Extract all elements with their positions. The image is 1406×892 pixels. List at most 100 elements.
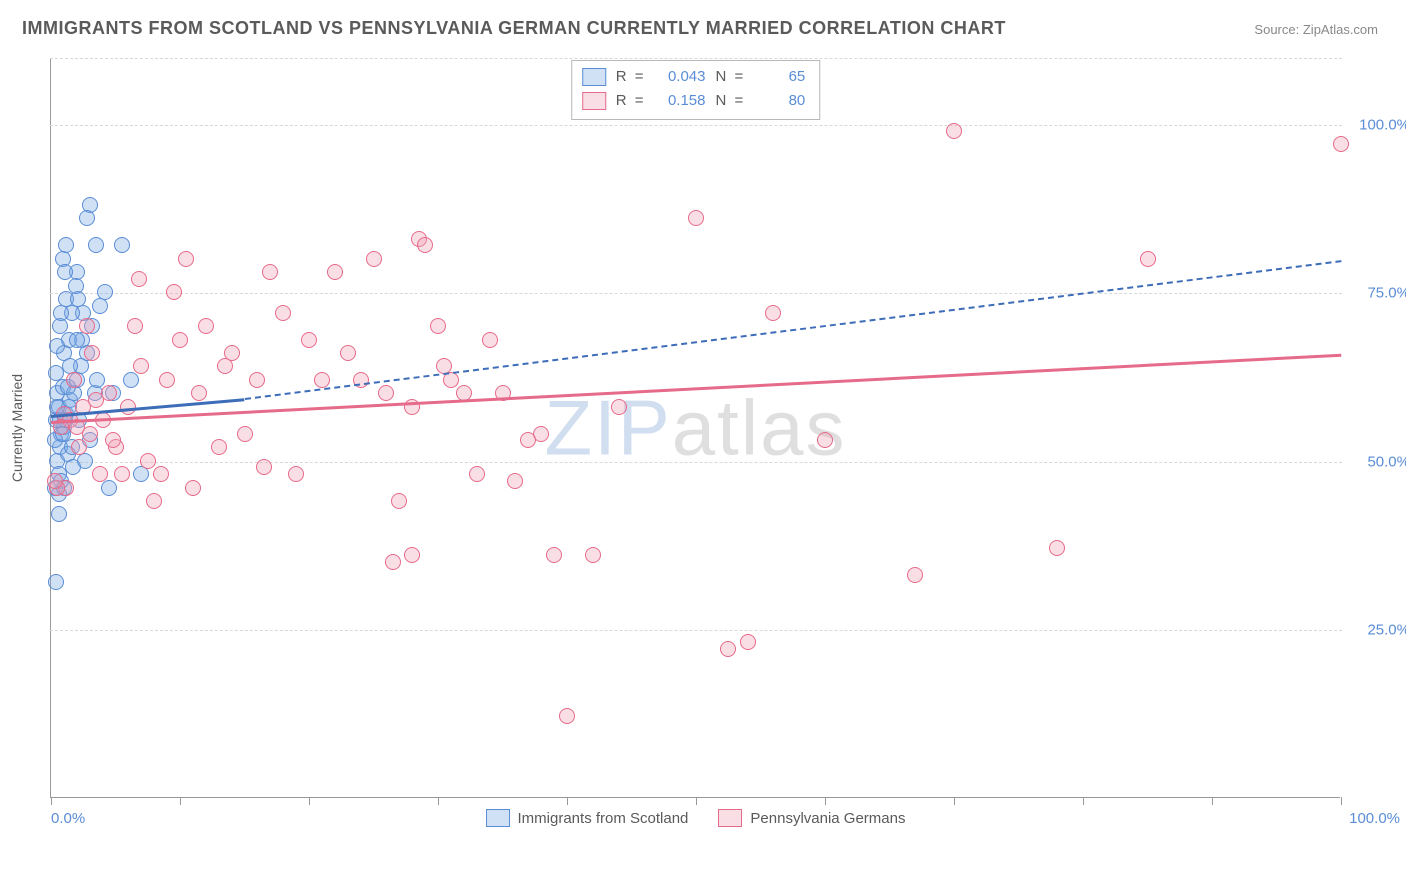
- data-point-pagerman: [262, 264, 278, 280]
- data-point-pagerman: [1140, 251, 1156, 267]
- y-tick-label: 50.0%: [1367, 453, 1406, 470]
- swatch-scotland: [582, 68, 606, 86]
- data-point-pagerman: [1049, 540, 1065, 556]
- data-point-pagerman: [366, 251, 382, 267]
- y-tick-label: 100.0%: [1359, 117, 1406, 134]
- data-point-pagerman: [378, 385, 394, 401]
- gridline: [50, 125, 1342, 126]
- x-tick: [567, 797, 568, 805]
- data-point-scotland: [53, 305, 69, 321]
- legend-n-pagerman: 80: [755, 89, 805, 113]
- data-point-scotland: [101, 480, 117, 496]
- x-tick: [696, 797, 697, 805]
- data-point-pagerman: [340, 345, 356, 361]
- data-point-pagerman: [907, 567, 923, 583]
- data-point-scotland: [123, 372, 139, 388]
- x-axis-max-label: 100.0%: [1349, 810, 1400, 827]
- data-point-pagerman: [301, 332, 317, 348]
- source-link[interactable]: ZipAtlas.com: [1303, 22, 1378, 37]
- source-label: Source:: [1254, 22, 1299, 37]
- series-legend: Immigrants from Scotland Pennsylvania Ge…: [486, 809, 906, 827]
- data-point-pagerman: [146, 493, 162, 509]
- data-point-pagerman: [153, 466, 169, 482]
- gridline: [50, 462, 1342, 463]
- data-point-scotland: [68, 278, 84, 294]
- data-point-pagerman: [66, 372, 82, 388]
- x-tick: [180, 797, 181, 805]
- legend-item-pagerman: Pennsylvania Germans: [718, 809, 905, 827]
- x-tick: [309, 797, 310, 805]
- data-point-pagerman: [1333, 136, 1349, 152]
- y-tick-label: 75.0%: [1367, 285, 1406, 302]
- data-point-pagerman: [159, 372, 175, 388]
- legend-item-scotland: Immigrants from Scotland: [486, 809, 689, 827]
- legend-r-pagerman: 0.158: [656, 89, 706, 113]
- data-point-scotland: [51, 506, 67, 522]
- legend-label-scotland: Immigrants from Scotland: [518, 810, 689, 827]
- data-point-pagerman: [256, 459, 272, 475]
- data-point-pagerman: [946, 123, 962, 139]
- data-point-pagerman: [127, 318, 143, 334]
- data-point-pagerman: [507, 473, 523, 489]
- data-point-pagerman: [71, 439, 87, 455]
- data-point-pagerman: [211, 439, 227, 455]
- data-point-pagerman: [198, 318, 214, 334]
- legend-row-pagerman: R = 0.158 N = 80: [582, 89, 806, 113]
- legend-n-scotland: 65: [755, 65, 805, 89]
- data-point-pagerman: [140, 453, 156, 469]
- x-tick: [1212, 797, 1213, 805]
- data-point-pagerman: [559, 708, 575, 724]
- x-axis-min-label: 0.0%: [51, 810, 85, 827]
- data-point-pagerman: [740, 634, 756, 650]
- data-point-pagerman: [611, 399, 627, 415]
- x-tick: [954, 797, 955, 805]
- data-point-pagerman: [430, 318, 446, 334]
- source-attribution: Source: ZipAtlas.com: [1254, 22, 1378, 37]
- data-point-scotland: [70, 291, 86, 307]
- data-point-pagerman: [482, 332, 498, 348]
- data-point-pagerman: [391, 493, 407, 509]
- data-point-scotland: [89, 372, 105, 388]
- data-point-scotland: [114, 237, 130, 253]
- data-point-scotland: [48, 574, 64, 590]
- data-point-scotland: [57, 264, 73, 280]
- data-point-pagerman: [237, 426, 253, 442]
- data-point-pagerman: [275, 305, 291, 321]
- data-point-pagerman: [217, 358, 233, 374]
- legend-row-scotland: R = 0.043 N = 65: [582, 65, 806, 89]
- gridline: [50, 293, 1342, 294]
- data-point-pagerman: [314, 372, 330, 388]
- trend-line: [51, 354, 1341, 424]
- x-tick: [1083, 797, 1084, 805]
- data-point-pagerman: [82, 426, 98, 442]
- data-point-pagerman: [47, 473, 63, 489]
- legend-r-label: R =: [616, 89, 646, 113]
- data-point-pagerman: [191, 385, 207, 401]
- gridline: [50, 630, 1342, 631]
- x-tick: [1341, 797, 1342, 805]
- data-point-pagerman: [84, 345, 100, 361]
- data-point-pagerman: [101, 385, 117, 401]
- data-point-pagerman: [385, 554, 401, 570]
- y-axis-label: Currently Married: [9, 373, 25, 481]
- data-point-pagerman: [546, 547, 562, 563]
- data-point-pagerman: [688, 210, 704, 226]
- x-tick: [438, 797, 439, 805]
- data-point-pagerman: [520, 432, 536, 448]
- data-point-pagerman: [172, 332, 188, 348]
- data-point-pagerman: [765, 305, 781, 321]
- data-point-scotland: [97, 284, 113, 300]
- data-point-pagerman: [178, 251, 194, 267]
- data-point-pagerman: [185, 480, 201, 496]
- data-point-scotland: [69, 332, 85, 348]
- data-point-pagerman: [79, 318, 95, 334]
- data-point-pagerman: [114, 466, 130, 482]
- watermark-atlas: atlas: [672, 383, 847, 471]
- data-point-pagerman: [131, 271, 147, 287]
- legend-n-label: N =: [716, 65, 746, 89]
- gridline: [50, 58, 1342, 59]
- x-tick: [825, 797, 826, 805]
- data-point-pagerman: [327, 264, 343, 280]
- data-point-scotland: [88, 237, 104, 253]
- data-point-scotland: [49, 338, 65, 354]
